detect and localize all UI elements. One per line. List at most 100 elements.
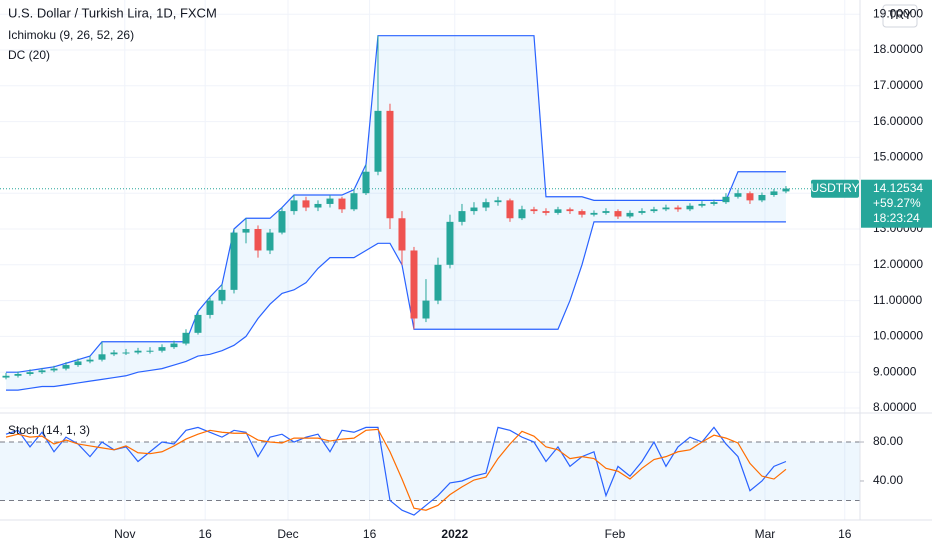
candle-body — [386, 110, 394, 219]
candle-body — [578, 211, 586, 215]
candle-body — [434, 264, 442, 301]
dc-lower — [5, 221, 786, 391]
candle-body — [530, 209, 538, 212]
candle-body — [662, 207, 670, 210]
stoch-line — [5, 428, 787, 511]
candle-body — [638, 211, 646, 213]
y-tick-label: 8.00000 — [873, 400, 917, 414]
price-change: +59.27% — [873, 196, 921, 210]
candle-body — [554, 209, 562, 213]
candle-body — [170, 343, 178, 348]
candle-body — [542, 211, 550, 213]
candle-body — [350, 193, 358, 210]
candle-body — [446, 221, 454, 265]
candle-body — [734, 193, 742, 197]
x-tick-label: Nov — [114, 527, 135, 541]
candle-body — [50, 368, 58, 371]
candle-body — [134, 350, 142, 353]
candle-body — [230, 232, 238, 290]
candle-body — [194, 314, 202, 333]
candle-body — [722, 196, 730, 203]
candle-body — [122, 352, 130, 354]
y-tick-label: 18.00000 — [873, 42, 923, 56]
stoch-line — [5, 426, 787, 516]
y-tick-label: 19.00000 — [873, 6, 923, 20]
candle-body — [422, 300, 430, 319]
y-tick-label: 11.00000 — [873, 293, 922, 307]
candle-body — [254, 229, 262, 251]
candle-body — [602, 211, 610, 213]
x-tick-label: 16 — [199, 527, 213, 541]
candle-body — [482, 202, 490, 208]
y-tick-label: 17.00000 — [873, 78, 923, 92]
symbol-label: USDTRY — [810, 181, 859, 195]
candle-body — [326, 198, 334, 204]
candle-body — [158, 347, 166, 351]
indicator-label: DC (20) — [8, 48, 50, 62]
candle-body — [98, 354, 106, 360]
y-tick-label: 16.00000 — [873, 114, 923, 128]
candle-body — [62, 365, 70, 369]
stoch-tick-label: 40.00 — [873, 473, 903, 487]
candle-body — [266, 232, 274, 251]
candle-body — [206, 300, 214, 315]
dc-upper — [5, 35, 786, 373]
candle-body — [146, 350, 154, 352]
x-tick-label: Dec — [277, 527, 298, 541]
symbol-tag — [811, 179, 859, 198]
candle-body — [614, 211, 622, 217]
candle-body — [86, 359, 94, 362]
candle-body — [290, 200, 298, 212]
candle-body — [338, 198, 346, 210]
candle-body — [650, 209, 658, 212]
y-tick-label: 9.00000 — [873, 364, 917, 378]
x-tick-label: 16 — [363, 527, 377, 541]
candle-body — [374, 110, 382, 172]
candle-body — [110, 352, 118, 355]
candle-body — [626, 212, 634, 217]
candle-body — [758, 194, 766, 201]
candle-body — [302, 200, 310, 208]
candle-body — [698, 203, 706, 206]
y-tick-label: 10.00000 — [873, 329, 923, 343]
candle-body — [494, 200, 502, 203]
x-tick-label: 16 — [838, 527, 852, 541]
candle-body — [14, 373, 22, 376]
x-tick-label: Feb — [605, 527, 626, 541]
candle-body — [686, 205, 694, 210]
chart-title: U.S. Dollar / Turkish Lira, 1D, FXCM — [8, 5, 217, 20]
currency-label[interactable]: TRY — [888, 8, 912, 22]
last-price: 14.12534 — [873, 181, 923, 195]
candle-body — [242, 229, 250, 233]
candle-body — [770, 191, 778, 195]
candle-body — [314, 203, 322, 208]
candle-body — [74, 361, 82, 366]
price-tag — [861, 179, 932, 228]
candle-body — [674, 207, 682, 210]
candle-body — [362, 171, 370, 194]
candle-body — [38, 370, 46, 373]
countdown: 18:23:24 — [873, 211, 920, 225]
candle-body — [410, 250, 418, 319]
candle-body — [746, 193, 754, 201]
stoch-band-fill — [0, 442, 860, 501]
indicator-label: Ichimoku (9, 26, 52, 26) — [8, 28, 134, 42]
x-tick-label: Mar — [755, 527, 776, 541]
y-tick-label: 12.00000 — [873, 257, 923, 271]
candle-body — [518, 209, 526, 219]
candle-body — [182, 332, 190, 344]
stoch-title: Stoch (14, 1, 3) — [8, 423, 90, 437]
candle-body — [458, 211, 466, 222]
candle-body — [782, 188, 790, 192]
dc-fill — [5, 35, 786, 391]
candle-body — [590, 212, 598, 215]
x-tick-label: 2022 — [441, 527, 468, 541]
candle-body — [26, 372, 34, 374]
currency-button[interactable] — [882, 4, 918, 28]
candle-body — [2, 375, 10, 378]
stoch-tick-label: 80.00 — [873, 434, 903, 448]
candle-body — [566, 209, 574, 212]
candle-body — [218, 289, 226, 301]
